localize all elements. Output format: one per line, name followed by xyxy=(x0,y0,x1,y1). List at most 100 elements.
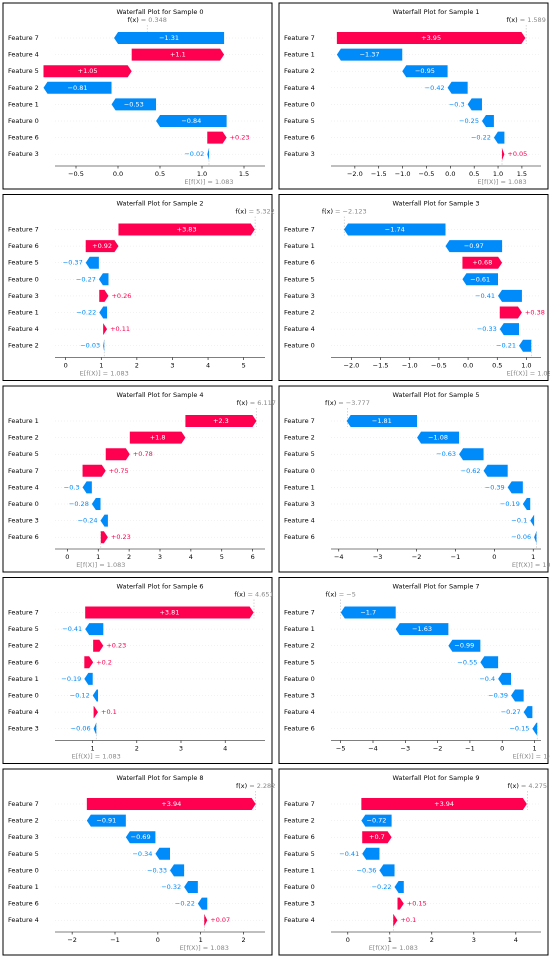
chart-title: Waterfall Plot for Sample 6 xyxy=(116,583,203,591)
chart-panel: Waterfall Plot for Sample 2 0 1 2 3 4 5 E[f(X)]… xyxy=(2,194,275,381)
feature-label: Feature 4 xyxy=(284,517,315,525)
fx-value: = 1.589 xyxy=(520,16,546,24)
value-label: −0.25 xyxy=(459,117,479,125)
value-label: −0.19 xyxy=(61,675,81,683)
feature-label: Feature 5 xyxy=(284,450,315,458)
x-tick-label: 2 xyxy=(430,936,434,944)
value-label: −0.22 xyxy=(471,134,491,142)
feature-label: Feature 1 xyxy=(8,883,39,891)
panel-border xyxy=(278,2,549,190)
panel-border xyxy=(278,385,549,573)
value-label: −0.91 xyxy=(96,817,116,825)
value-label: −0.62 xyxy=(461,467,481,475)
x-tick-label: 0 xyxy=(156,936,160,944)
value-label: −0.34 xyxy=(132,850,152,858)
feature-label: Feature 6 xyxy=(284,533,315,541)
bar xyxy=(155,847,170,860)
x-tick-label: −0.5 xyxy=(431,362,447,370)
bar xyxy=(103,323,108,336)
fx-value: = 4.651 xyxy=(248,591,274,599)
feature-label: Feature 3 xyxy=(8,833,39,841)
feature-label: Feature 4 xyxy=(8,483,39,491)
bar xyxy=(534,531,537,544)
value-label: −0.27 xyxy=(76,275,96,283)
bar xyxy=(207,148,209,161)
value-label: −0.61 xyxy=(470,275,490,283)
feature-label: Feature 0 xyxy=(284,342,315,350)
x-tick-label: −4 xyxy=(368,745,378,753)
feature-label: Feature 6 xyxy=(284,259,315,267)
feature-label: Feature 5 xyxy=(8,67,39,75)
chart-title: Waterfall Plot for Sample 7 xyxy=(392,583,479,591)
bar xyxy=(362,831,392,844)
bar xyxy=(184,881,198,893)
panel-border xyxy=(2,768,273,956)
value-label: −0.99 xyxy=(454,642,474,650)
bar xyxy=(417,431,460,444)
bar xyxy=(131,48,225,61)
feature-label: Feature 1 xyxy=(284,242,315,250)
x-tick-label: −3 xyxy=(401,745,411,753)
value-label: −0.33 xyxy=(477,325,497,333)
feature-label: Feature 3 xyxy=(8,725,39,733)
fx-value: = 2.282 xyxy=(249,782,275,790)
feature-label: Feature 1 xyxy=(8,309,39,317)
feature-label: Feature 7 xyxy=(284,417,315,425)
feature-label: Feature 7 xyxy=(284,800,315,808)
chart-title: Waterfall Plot for Sample 1 xyxy=(392,8,479,16)
value-label: −1.37 xyxy=(360,51,380,59)
value-label: +0.68 xyxy=(472,259,492,267)
value-label: −0.22 xyxy=(175,900,195,908)
value-label: +0.2 xyxy=(96,658,112,666)
value-label: +0.15 xyxy=(407,900,427,908)
fx-name: f(x) xyxy=(506,16,517,24)
x-tick-label: −2.0 xyxy=(344,362,360,370)
feature-label: Feature 7 xyxy=(284,226,315,234)
bar xyxy=(93,706,99,719)
chart-panel: Waterfall Plot for Sample 6 1 2 3 4 E[f(X)] =… xyxy=(2,577,274,764)
bar xyxy=(448,639,481,652)
x-tick-label: 2 xyxy=(135,745,139,753)
value-label: −1.81 xyxy=(372,417,392,425)
x-tick-label: 2 xyxy=(135,362,139,370)
fx-label: f(x) = 4.275 xyxy=(508,782,547,790)
value-label: −0.97 xyxy=(464,242,484,250)
x-tick-label: −3 xyxy=(373,553,383,561)
fx-value: = −3.777 xyxy=(338,399,370,407)
x-tick-label: 1.5 xyxy=(239,170,249,178)
feature-label: Feature 2 xyxy=(284,434,315,442)
value-label: −0.1 xyxy=(511,517,527,525)
fx-label: f(x) = 2.282 xyxy=(236,782,275,790)
bar xyxy=(511,689,524,702)
fx-value: = 5.322 xyxy=(249,208,275,216)
x-tick-label: 1 xyxy=(531,553,535,561)
panel-border xyxy=(2,577,273,764)
value-label: +3.94 xyxy=(161,800,181,808)
base-label: E[f(X)] = 1.083 xyxy=(80,370,129,378)
value-label: −0.22 xyxy=(372,883,392,891)
x-tick-label: 0.5 xyxy=(469,170,479,178)
feature-label: Feature 3 xyxy=(284,692,315,700)
bar xyxy=(85,623,104,636)
feature-label: Feature 0 xyxy=(284,100,315,108)
bar xyxy=(82,464,106,477)
bar xyxy=(394,881,404,893)
bar xyxy=(118,223,255,236)
fx-label: f(x) = −2.123 xyxy=(322,208,367,216)
bar xyxy=(43,81,112,94)
fx-value: = 4.275 xyxy=(521,782,547,790)
fx-label: f(x) = 4.651 xyxy=(234,591,273,599)
x-tick-label: 1 xyxy=(91,745,95,753)
value-label: −0.69 xyxy=(131,833,151,841)
x-tick-label: 1.5 xyxy=(517,170,527,178)
bar xyxy=(85,240,119,253)
x-tick-label: 6 xyxy=(251,553,255,561)
bar xyxy=(346,415,418,427)
bar xyxy=(459,448,484,461)
fx-name: f(x) xyxy=(128,16,139,24)
feature-label: Feature 1 xyxy=(8,417,39,425)
x-tick-label: −5 xyxy=(336,745,346,753)
bar xyxy=(481,115,494,127)
feature-label: Feature 6 xyxy=(8,533,39,541)
value-label: +1.1 xyxy=(170,51,186,59)
